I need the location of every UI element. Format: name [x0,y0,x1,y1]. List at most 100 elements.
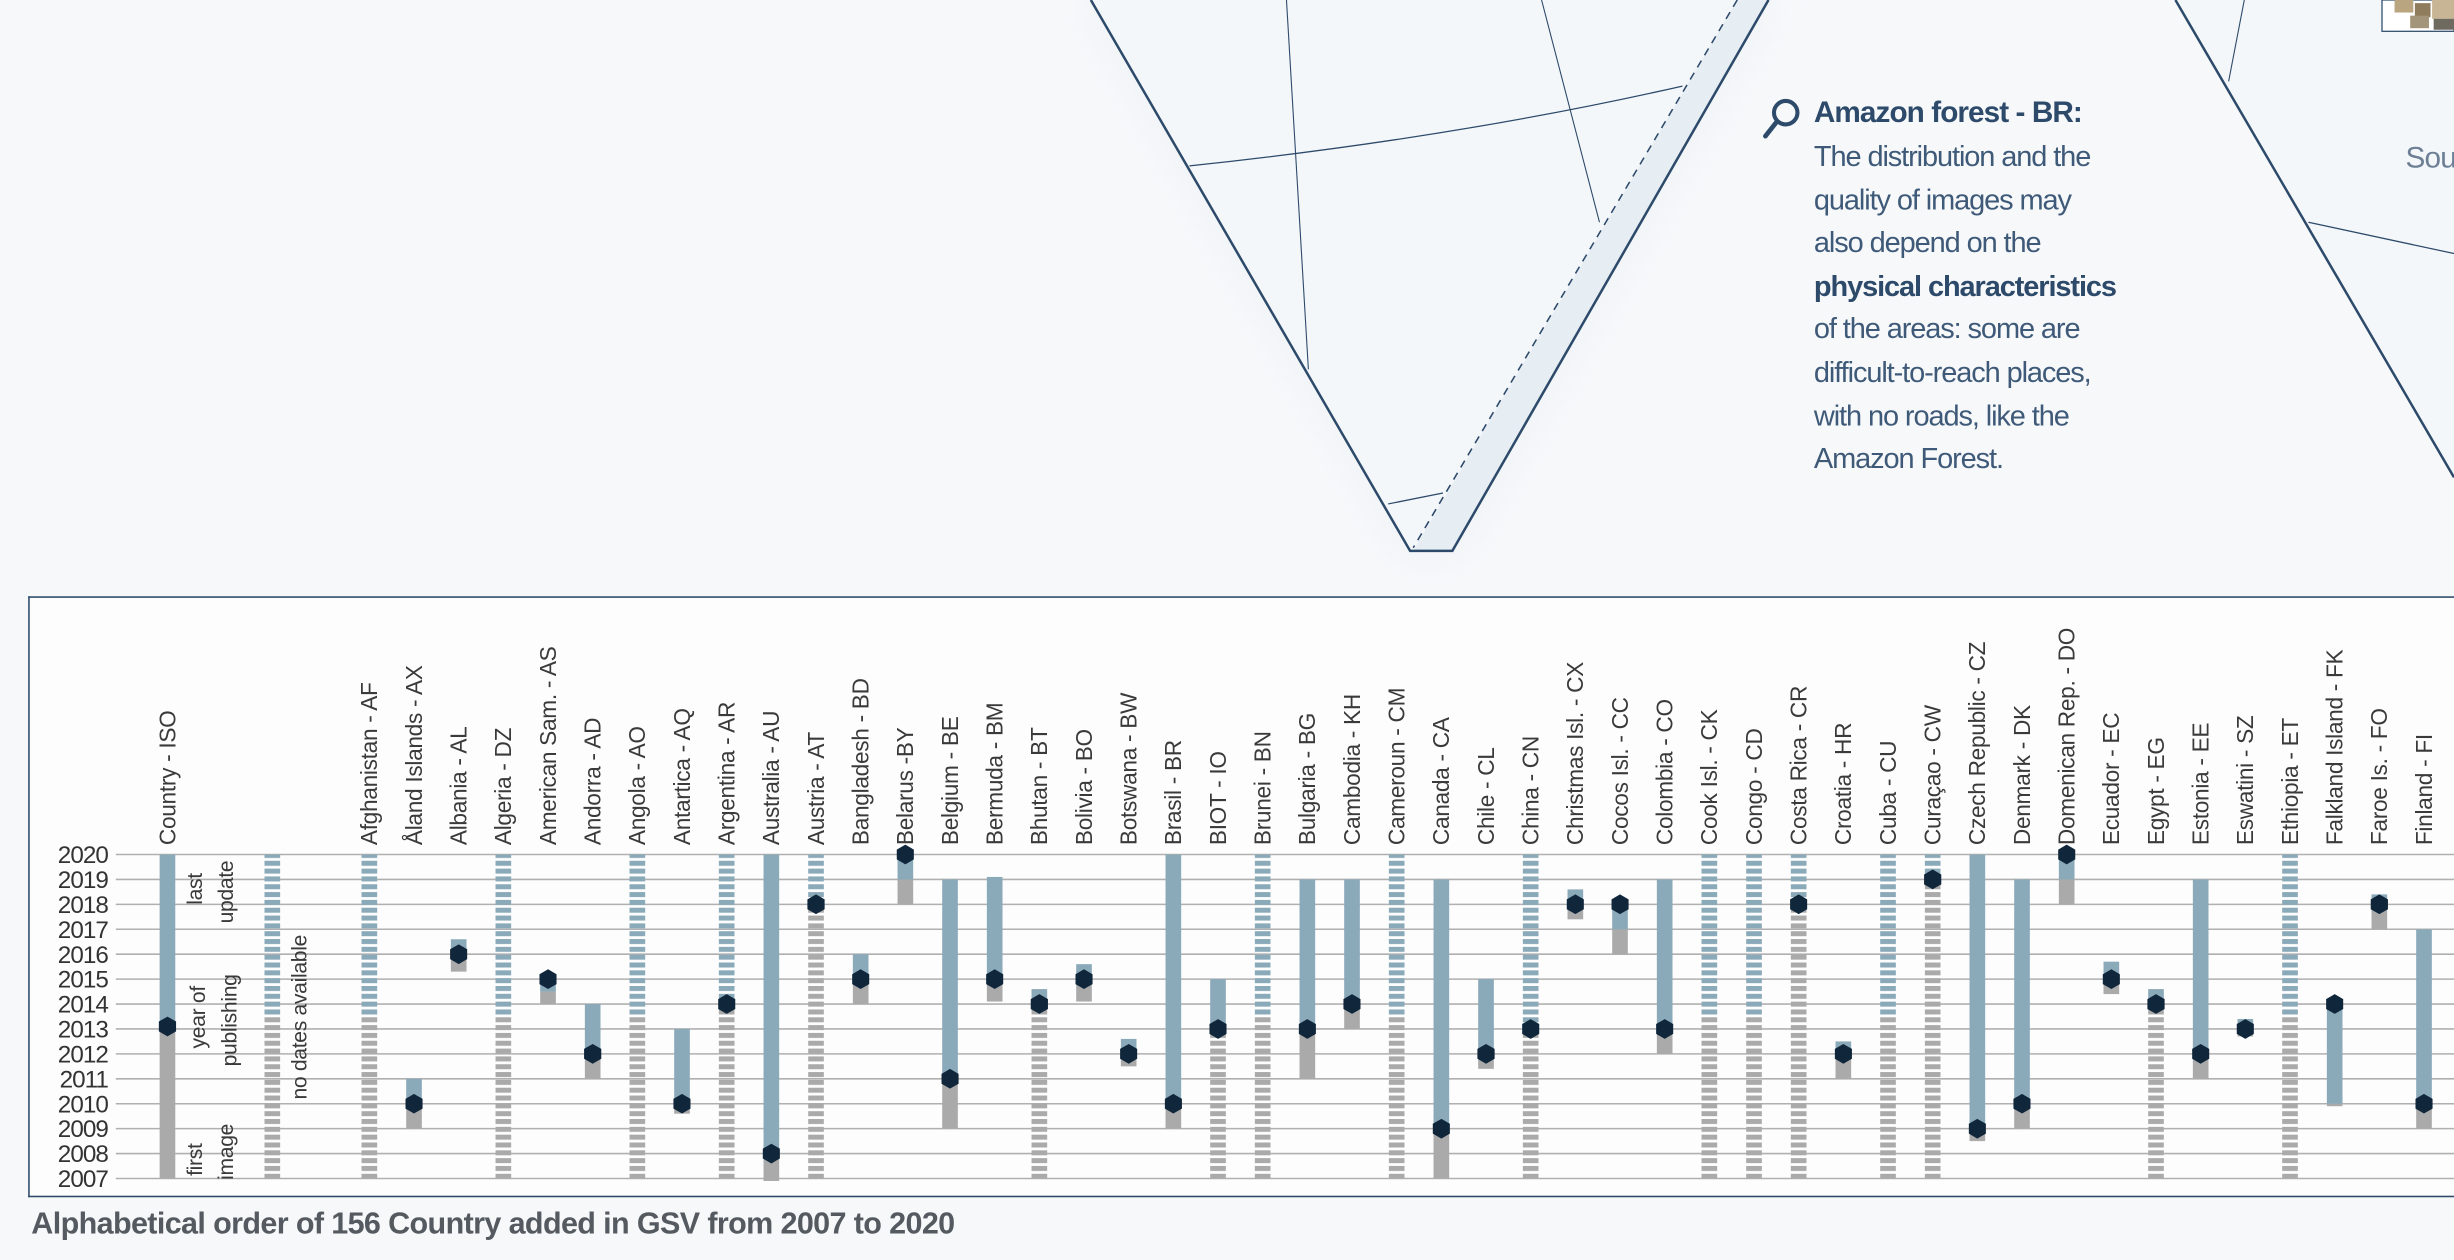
first-image-segment [942,1078,958,1129]
first-image-segment [361,1016,378,1179]
publishing-year-dot [539,969,557,989]
country-label: Estonia - EE [2188,723,2214,846]
callout-line: of the areas: some are [1813,312,2081,345]
country-label: Åland Islands - AX [401,665,427,845]
country-label: Belarus -BY [892,727,918,845]
country-column: Bangladesh - BD [848,678,874,1005]
last-update-segment [2282,854,2298,1017]
country-label: Cambodia - KH [1339,694,1365,845]
first-image-segment [495,1016,512,1179]
publishing-year-dot [1343,994,1361,1014]
callout-line: also depend on the [1813,225,2042,259]
y-tick-label: 2016 [58,942,109,969]
publishing-year-dot [2102,969,2120,989]
chart-caption: Alphabetical order of 156 Country added … [31,1206,955,1242]
publishing-year-dot [2370,894,2388,915]
country-column: Ecuador - EC [2098,713,2124,995]
chart-frame [28,596,2454,1198]
country-label: Ethiopia - ET [2277,718,2303,846]
country-label: Czech Republic - CZ [1964,641,1990,845]
country-label: Ecuador - EC [2098,713,2124,845]
last-update-segment [1522,854,1539,1029]
last-update-segment [1388,854,1405,1017]
country-column: Falkland Island - FK [2322,649,2348,1107]
country-label: Australia - AU [758,711,784,845]
publishing-year-dot [2415,1093,2433,1114]
country-column: Bolivia - BO [1071,729,1097,1002]
country-label: Congo - CD [1741,728,1767,845]
country-label: Egypt - EG [2143,737,2169,845]
first-image-segment [1210,1033,1226,1179]
first-image-segment [1880,1016,1896,1179]
country-column: Algeria - DZ [490,727,516,1179]
callout-title: Amazon forest - BR: [1813,97,2083,130]
publishing-year-dot [2058,844,2076,865]
publishing-year-dot [1522,1019,1540,1039]
first-image-segment [718,1004,735,1179]
legend-header: Country - ISO [154,711,180,846]
legend-year-of-publishing: publishing [218,974,241,1066]
publishing-year-dot [762,1143,780,1164]
last-update-segment [361,854,378,1017]
first-image-segment [1031,1004,1048,1179]
callout-line: difficult-to-reach places, [1813,355,2092,389]
publishing-year-dot [1120,1044,1138,1064]
first-image-segment [897,879,914,905]
first-image-segment [1433,1128,1450,1179]
publishing-year-dot [1924,869,1942,890]
country-label: Canada - CA [1428,716,1454,845]
country-column: Botswana - BW [1116,692,1142,1067]
country-label: Croatia - HR [1830,723,1856,845]
south-america-gore [1089,0,1770,553]
country-column: BIOT - IO [1205,751,1231,1179]
publishing-year-dot [896,844,914,865]
country-column: Domenican Rep. - DO [2054,628,2080,905]
country-column: Canada - CA [1428,716,1454,1179]
country-column: Chile - CL [1473,747,1499,1069]
country-label: Bhutan - BT [1026,727,1052,845]
publishing-year-dot [405,1093,423,1114]
publishing-year-dot [673,1093,691,1114]
last-update-segment [1344,879,1360,1005]
country-column: Angola - AO [624,726,650,1179]
y-tick-label: 2014 [58,992,109,1019]
y-tick-label: 2011 [60,1066,109,1093]
y-tick-label: 2008 [58,1141,109,1168]
callout-line: quality of images may [1813,182,2072,216]
last-update-segment [1746,854,1762,1017]
publishing-year-dot [1611,894,1629,915]
country-label: China - CN [1518,736,1544,845]
publishing-year-dot [450,944,468,965]
y-tick-label: 2012 [58,1041,109,1068]
country-column: Åland Islands - AX [401,665,427,1129]
last-update-segment [264,854,281,1017]
country-label: Bulgaria - BG [1294,713,1320,845]
y-tick-label: 2013 [58,1017,109,1044]
country-column: Cameroun - CM [1384,688,1410,1179]
country-column: Brasil - BR [1160,740,1186,1129]
publishing-year-dot [1834,1044,1852,1064]
y-tick-label: 2020 [58,842,109,869]
last-update-segment [1210,979,1226,1034]
y-tick-label: 2007 [58,1166,109,1193]
first-image-segment [2326,1103,2343,1107]
publishing-year-dot [1656,1019,1674,1039]
first-image-segment [1612,929,1628,955]
publishing-year-dot [1164,1093,1182,1114]
country-column: Estonia - EE [2188,723,2214,1079]
country-label: Bangladesh - BD [848,678,874,845]
country-label: Botswana - BW [1116,692,1142,845]
first-image-segment [540,991,556,1005]
country-label: Cook Isl. - CK [1696,709,1722,845]
y-tick-label: 2010 [58,1091,109,1118]
country-label: Austria - AT [803,732,829,846]
publishing-year-dot [2326,994,2344,1014]
last-update-segment [1478,979,1494,1054]
country-label: Bolivia - BO [1071,729,1097,845]
country-column: Afghanistan - AF [356,682,382,1179]
publishing-year-dot [941,1068,959,1089]
country-column: Colombia - CO [1652,699,1678,1054]
last-update-segment [1254,854,1271,1017]
publishing-year-dot [1075,969,1093,989]
